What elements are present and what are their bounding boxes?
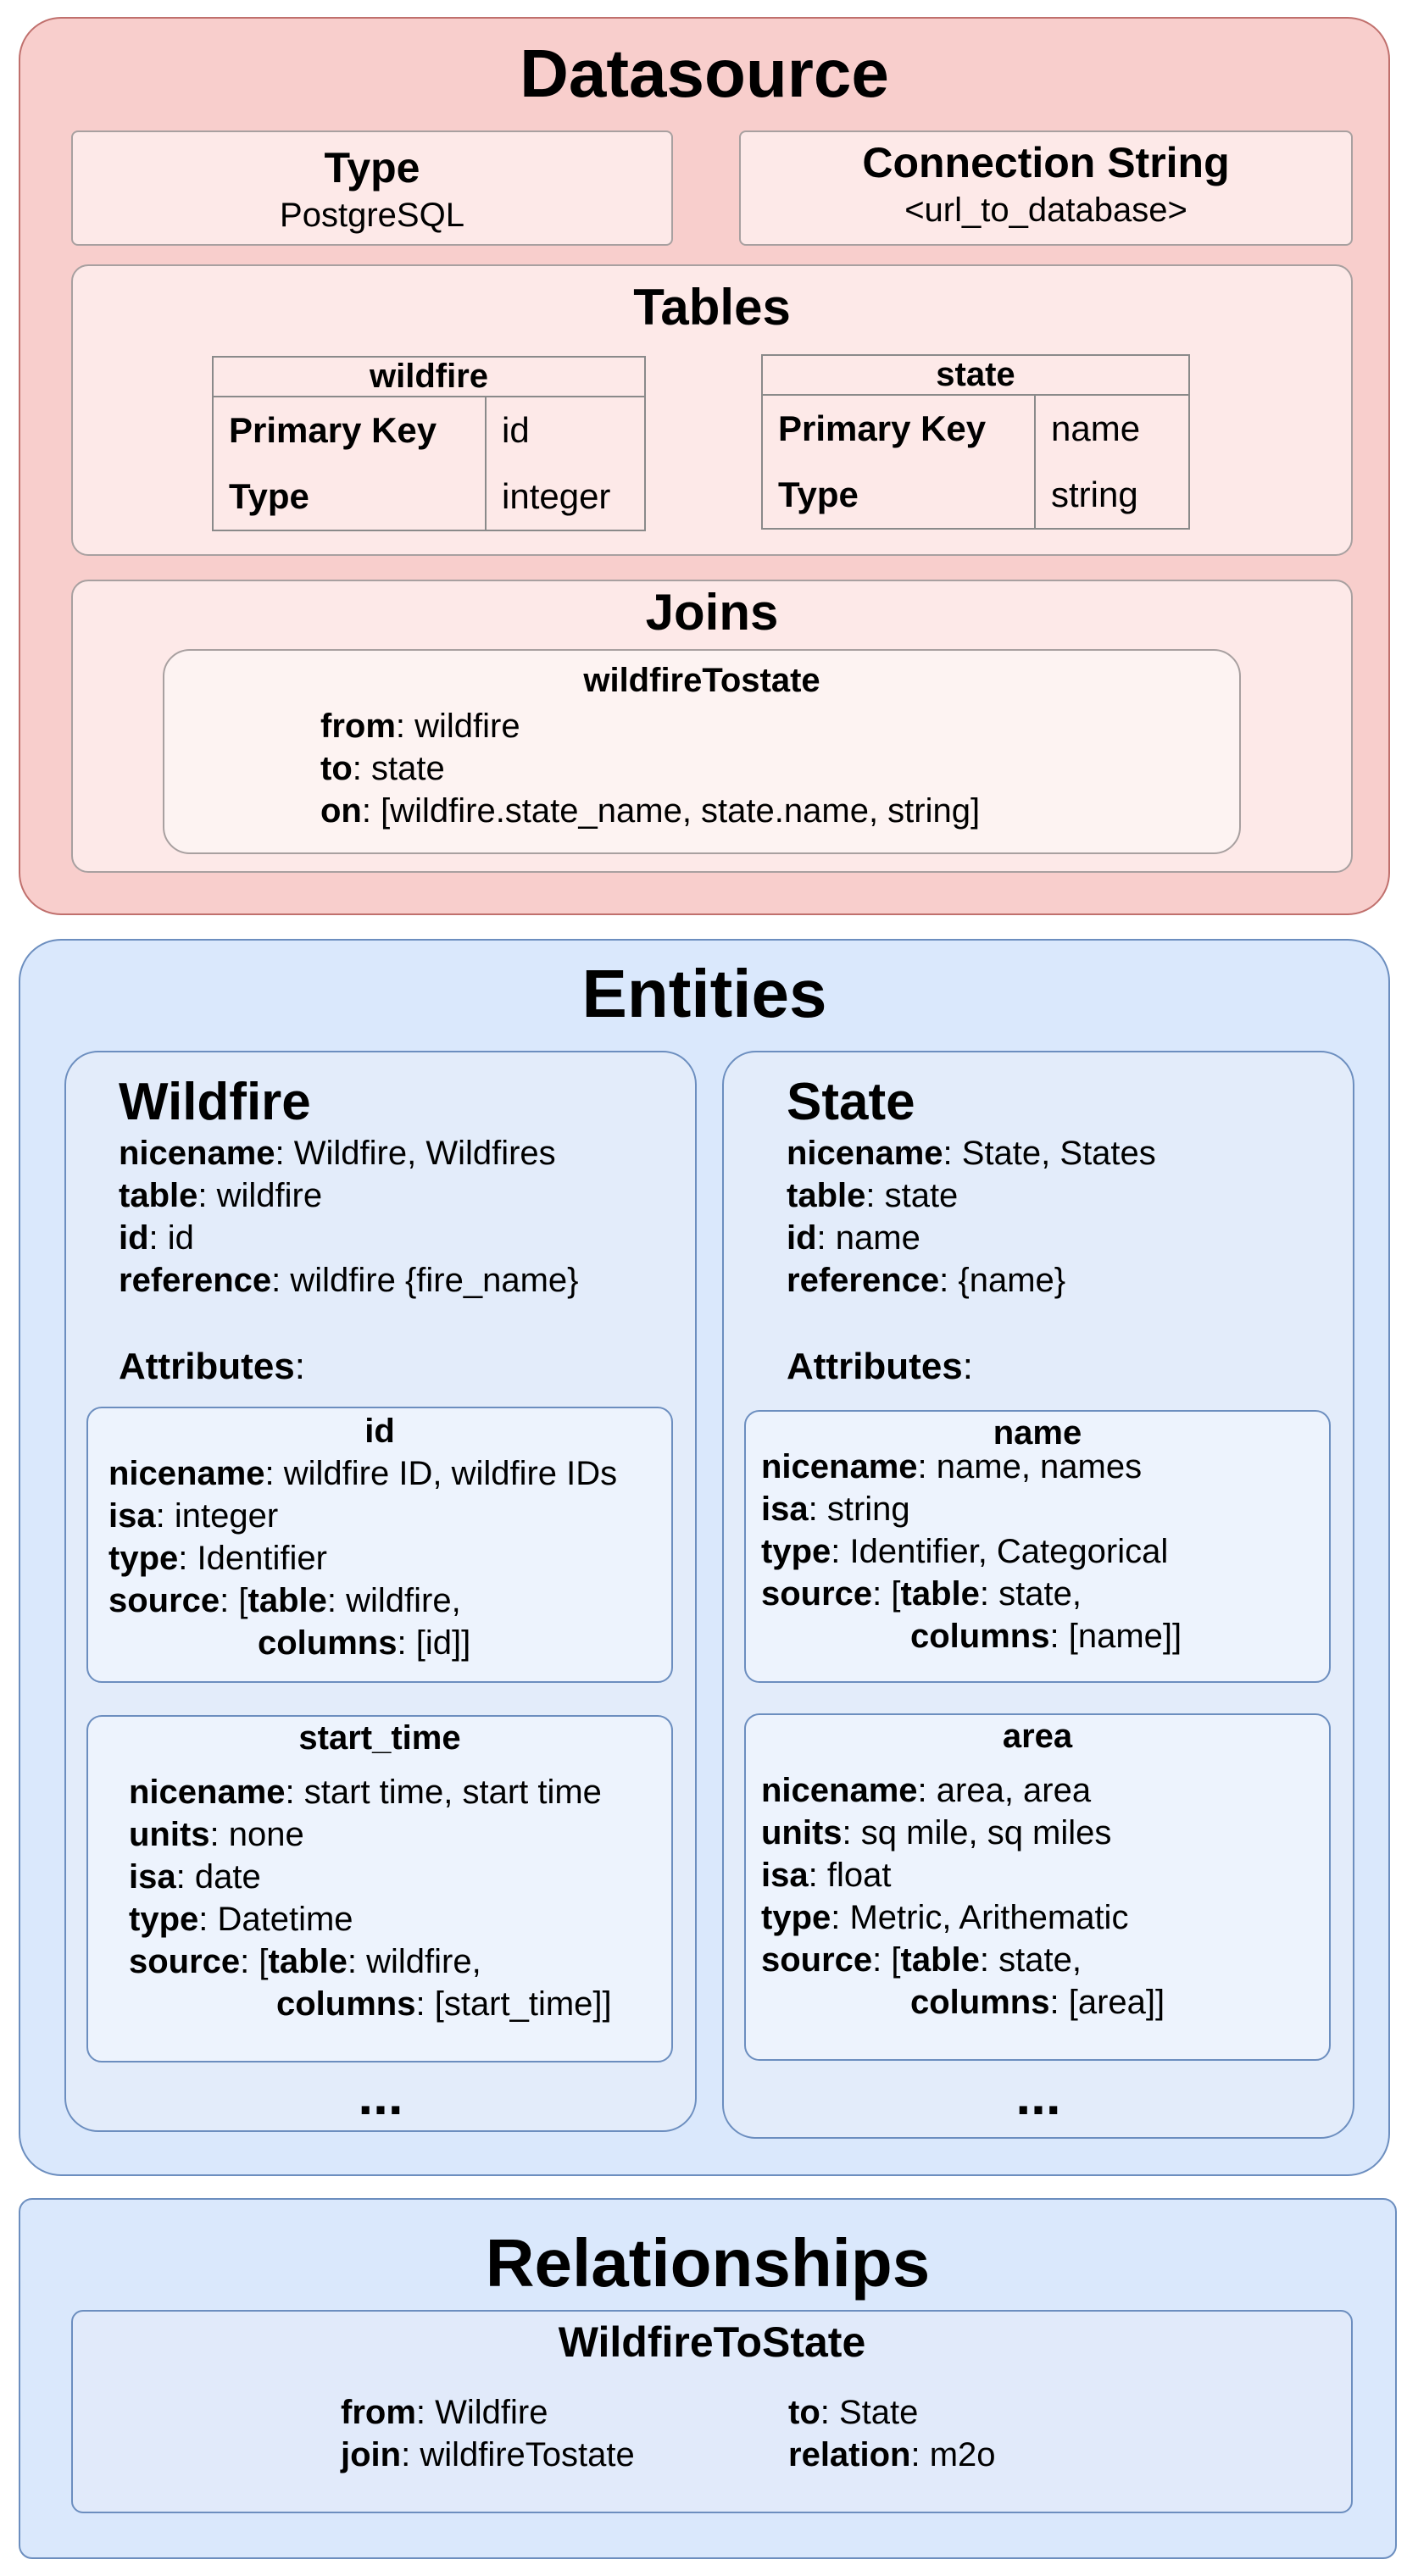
entities-title: Entities xyxy=(20,956,1388,1032)
relationships-section: Relationships WildfireToState from: Wild… xyxy=(19,2198,1397,2559)
datasource-title: Datasource xyxy=(20,36,1388,112)
ellipsis: ... xyxy=(66,2066,695,2125)
attribute-line: source: [table: wildfire, xyxy=(129,1940,481,1983)
type-label: Type xyxy=(73,142,671,193)
attributes-label: Attributes: xyxy=(119,1346,305,1388)
join-on: on: [wildfire.state_name, state.name, st… xyxy=(320,790,980,832)
table-name: state xyxy=(762,355,1189,395)
attribute-line: isa: string xyxy=(761,1488,910,1530)
entities-section: Entities Wildfire nicename: Wildfire, Wi… xyxy=(19,939,1390,2176)
type-key: Type xyxy=(213,463,486,530)
type-val: integer xyxy=(486,463,645,530)
attribute-line: type: Metric, Arithematic xyxy=(761,1896,1128,1939)
relationships-title: Relationships xyxy=(20,2225,1395,2301)
entity-prop: nicename: State, States xyxy=(787,1132,1156,1174)
table-state: state Primary Key name Type string xyxy=(761,354,1190,530)
entity-card-state: State nicename: State, States table: sta… xyxy=(722,1051,1354,2139)
entity-prop: id: id xyxy=(119,1217,194,1259)
relationship-from: from: Wildfire xyxy=(341,2391,548,2434)
attribute-name: area xyxy=(746,1715,1329,1757)
relationship-to: to: State xyxy=(788,2391,918,2434)
connection-panel: Connection String <url_to_database> xyxy=(739,130,1353,246)
attribute-line: units: none xyxy=(129,1813,304,1856)
attribute-name: start_time xyxy=(88,1717,671,1759)
pk-label: Primary Key xyxy=(762,395,1035,461)
type-key: Type xyxy=(762,461,1035,529)
entity-prop: reference: {name} xyxy=(787,1259,1065,1302)
attribute-line: columns: [area]] xyxy=(910,1981,1165,2024)
attribute-line: source: [table: wildfire, xyxy=(108,1579,461,1622)
entity-card-wildfire: Wildfire nicename: Wildfire, Wildfires t… xyxy=(64,1051,697,2132)
join-from: from: wildfire xyxy=(320,705,520,747)
connection-value: <url_to_database> xyxy=(741,190,1351,230)
joins-panel: Joins wildfireTostate from: wildfire to:… xyxy=(71,580,1353,873)
relationship-relation: relation: m2o xyxy=(788,2434,996,2476)
attribute-line: nicename: wildfire ID, wildfire IDs xyxy=(108,1452,617,1495)
attribute-line: units: sq mile, sq miles xyxy=(761,1812,1111,1854)
relationship-join: join: wildfireTostate xyxy=(341,2434,635,2476)
attribute-card-start-time: start_time nicename: start time, start t… xyxy=(86,1715,673,2062)
tables-title: Tables xyxy=(73,278,1351,337)
attribute-line: isa: date xyxy=(129,1856,261,1898)
join-to: to: state xyxy=(320,747,445,790)
entity-prop: nicename: Wildfire, Wildfires xyxy=(119,1132,556,1174)
connection-label: Connection String xyxy=(741,137,1351,188)
attribute-card-name: name nicename: name, names isa: string t… xyxy=(744,1410,1331,1683)
join-name: wildfireTostate xyxy=(164,659,1239,702)
entity-prop: reference: wildfire {fire_name} xyxy=(119,1259,579,1302)
attribute-card-id: id nicename: wildfire ID, wildfire IDs i… xyxy=(86,1407,673,1683)
entity-prop: table: wildfire xyxy=(119,1174,322,1217)
attribute-line: isa: integer xyxy=(108,1495,278,1537)
join-card: wildfireTostate from: wildfire to: state… xyxy=(163,649,1241,854)
attribute-line: nicename: name, names xyxy=(761,1446,1142,1488)
entity-name: State xyxy=(787,1071,915,1134)
table-wildfire: wildfire Primary Key id Type integer xyxy=(212,356,646,531)
attribute-line: nicename: start time, start time xyxy=(129,1771,602,1813)
attribute-line: source: [table: state, xyxy=(761,1573,1082,1615)
attribute-line: columns: [id]] xyxy=(258,1622,470,1664)
relationship-card: WildfireToState from: Wildfire join: wil… xyxy=(71,2310,1353,2513)
joins-title: Joins xyxy=(73,583,1351,642)
attribute-name: id xyxy=(88,1410,671,1452)
attribute-line: source: [table: state, xyxy=(761,1939,1082,1981)
attribute-line: type: Datetime xyxy=(129,1898,353,1940)
pk-value: id xyxy=(486,397,645,463)
entity-prop: table: state xyxy=(787,1174,958,1217)
relationship-name: WildfireToState xyxy=(73,2315,1351,2369)
ellipsis: ... xyxy=(724,2066,1353,2125)
attribute-line: columns: [start_time]] xyxy=(276,1983,612,2025)
attribute-line: columns: [name]] xyxy=(910,1615,1182,1657)
attribute-line: type: Identifier, Categorical xyxy=(761,1530,1168,1573)
attribute-line: isa: float xyxy=(761,1854,891,1896)
attribute-line: type: Identifier xyxy=(108,1537,327,1579)
table-name: wildfire xyxy=(213,357,645,397)
attribute-line: nicename: area, area xyxy=(761,1769,1091,1812)
attributes-label: Attributes: xyxy=(787,1346,973,1388)
type-panel: Type PostgreSQL xyxy=(71,130,673,246)
pk-value: name xyxy=(1035,395,1189,461)
pk-label: Primary Key xyxy=(213,397,486,463)
type-val: string xyxy=(1035,461,1189,529)
entity-prop: id: name xyxy=(787,1217,920,1259)
attribute-card-area: area nicename: area, area units: sq mile… xyxy=(744,1713,1331,2061)
datasource-section: Datasource Type PostgreSQL Connection St… xyxy=(19,17,1390,915)
entity-name: Wildfire xyxy=(119,1071,311,1134)
type-value: PostgreSQL xyxy=(73,195,671,236)
tables-panel: Tables wildfire Primary Key id Type intege… xyxy=(71,264,1353,556)
